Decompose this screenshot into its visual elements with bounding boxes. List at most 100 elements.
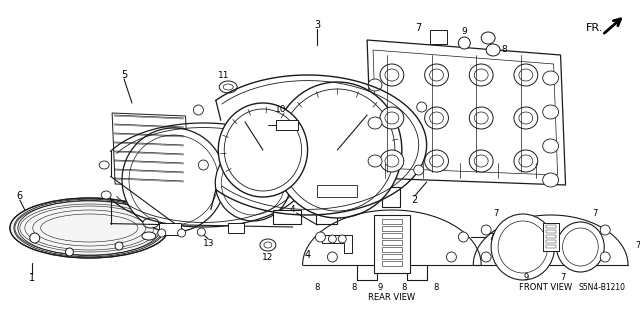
Text: 8: 8 [501,46,507,55]
Ellipse shape [380,64,404,86]
Ellipse shape [486,44,500,56]
Ellipse shape [115,242,123,250]
Ellipse shape [543,139,559,153]
Text: 2: 2 [412,195,418,205]
Text: 7: 7 [560,272,565,281]
Text: 11: 11 [218,70,229,79]
Text: 3: 3 [314,20,321,30]
Text: FRONT VIEW: FRONT VIEW [519,283,572,292]
Text: 8: 8 [401,283,406,292]
Bar [228,223,244,233]
Ellipse shape [101,191,111,199]
Ellipse shape [298,166,308,174]
Ellipse shape [220,81,237,93]
Text: 5: 5 [121,70,127,80]
Ellipse shape [368,79,382,91]
Ellipse shape [514,64,538,86]
Ellipse shape [543,105,559,119]
Ellipse shape [491,214,555,280]
Text: REAR VIEW: REAR VIEW [369,293,415,301]
Bar [382,226,402,231]
Text: 7: 7 [636,241,640,249]
Bar [382,247,402,252]
Polygon shape [323,235,352,253]
Bar [316,210,337,224]
Ellipse shape [193,105,204,115]
Bar [546,230,556,233]
Ellipse shape [469,64,493,86]
Ellipse shape [218,103,308,197]
Ellipse shape [368,117,382,129]
Text: 1: 1 [29,273,35,283]
Ellipse shape [260,239,276,251]
Bar [382,219,402,224]
Text: 8: 8 [315,283,320,292]
Ellipse shape [65,248,74,256]
Ellipse shape [600,252,610,262]
Ellipse shape [99,161,109,169]
Text: 9: 9 [461,27,467,36]
Ellipse shape [514,107,538,129]
Bar [382,187,400,207]
Bar [374,215,410,273]
Text: 6: 6 [17,191,23,201]
Ellipse shape [296,196,305,204]
Ellipse shape [557,222,604,272]
Text: 7: 7 [593,209,598,218]
Ellipse shape [368,155,382,167]
Ellipse shape [273,82,402,218]
Bar [382,240,402,245]
Ellipse shape [142,232,156,240]
Text: 13: 13 [203,239,214,248]
Bar [276,120,298,130]
Ellipse shape [425,107,449,129]
Text: 7: 7 [493,209,499,218]
Ellipse shape [198,160,209,170]
Ellipse shape [417,102,427,112]
Ellipse shape [380,150,404,172]
Ellipse shape [328,252,337,262]
Ellipse shape [215,145,291,221]
Ellipse shape [458,37,470,49]
Ellipse shape [30,233,40,243]
Ellipse shape [481,32,495,44]
Ellipse shape [328,235,337,243]
Text: S5N4-B1210: S5N4-B1210 [579,283,626,292]
Ellipse shape [469,150,493,172]
Ellipse shape [177,229,186,237]
Ellipse shape [198,228,205,236]
Text: 8: 8 [434,283,439,292]
Text: 9: 9 [378,283,383,292]
Ellipse shape [600,225,610,235]
Ellipse shape [458,232,468,242]
Bar [273,210,301,224]
Text: FR.: FR. [586,23,603,33]
Ellipse shape [481,252,491,262]
Text: 7: 7 [415,23,422,33]
Text: 12: 12 [262,254,273,263]
Ellipse shape [514,150,538,172]
Text: 4: 4 [305,250,310,260]
Ellipse shape [143,218,159,228]
Bar [382,261,402,266]
Text: 4: 4 [290,205,296,214]
Ellipse shape [469,107,493,129]
Bar [382,233,402,238]
Text: 9: 9 [524,272,529,281]
Ellipse shape [481,225,491,235]
Ellipse shape [157,229,166,237]
Text: 8: 8 [351,283,357,292]
Text: 7: 7 [488,233,494,241]
Polygon shape [367,40,566,185]
Bar [546,245,556,248]
Bar [546,235,556,238]
Bar [546,240,556,243]
Ellipse shape [425,150,449,172]
Bar [317,185,357,197]
Ellipse shape [413,165,424,175]
Ellipse shape [316,232,325,242]
Ellipse shape [339,235,346,243]
Ellipse shape [543,71,559,85]
Ellipse shape [122,128,225,232]
Ellipse shape [447,252,456,262]
